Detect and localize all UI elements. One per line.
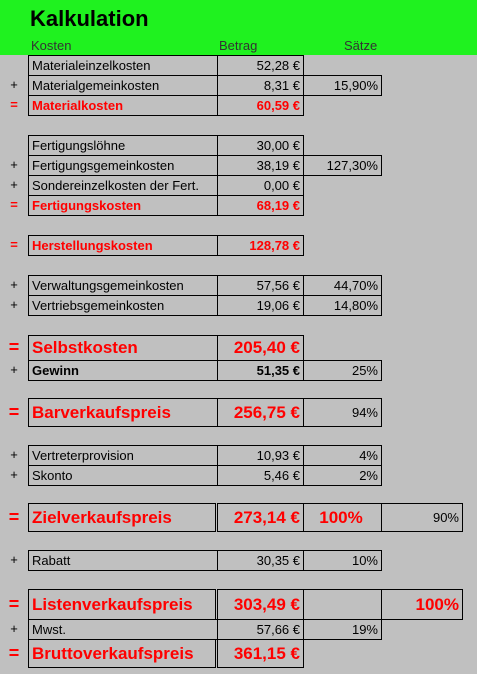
- row-label: Materialgemeinkosten: [28, 75, 218, 96]
- row-rate: 94%: [303, 398, 382, 427]
- row-label: Zielverkaufspreis: [28, 503, 216, 532]
- row-label: Fertigungsgemeinkosten: [28, 155, 218, 176]
- row-rate: 25%: [303, 360, 382, 381]
- row-rate: 15,90%: [303, 75, 382, 96]
- row-amount: 361,15 €: [217, 639, 304, 668]
- row-amount: 51,35 €: [217, 360, 304, 381]
- row-amount: 5,46 €: [217, 465, 304, 486]
- header-band: [0, 0, 477, 55]
- row-amount: 30,35 €: [217, 550, 304, 571]
- row-amount: 68,19 €: [217, 195, 304, 216]
- row-amount: 256,75 €: [217, 398, 304, 427]
- row-label: Mwst.: [28, 619, 218, 640]
- row-label: Bruttoverkaufspreis: [28, 639, 216, 668]
- row-label: Sondereinzelkosten der Fert.: [28, 175, 218, 196]
- column-header-betrag: Betrag: [219, 38, 258, 53]
- row-rate: 4%: [303, 445, 382, 466]
- row-operator: +: [10, 157, 18, 172]
- row-label: Fertigungslöhne: [28, 135, 218, 156]
- row-amount: 52,28 €: [217, 55, 304, 76]
- row-operator: =: [10, 237, 18, 252]
- row-amount: 30,00 €: [217, 135, 304, 156]
- row-label: Materialkosten: [28, 95, 218, 116]
- row-operator: +: [10, 621, 18, 636]
- row-operator: =: [8, 594, 20, 614]
- row-amount: 273,14 €: [217, 503, 304, 532]
- row-operator: =: [8, 643, 20, 663]
- row-label: Herstellungskosten: [28, 235, 218, 256]
- row-label: Fertigungskosten: [28, 195, 218, 216]
- row-operator: +: [10, 77, 18, 92]
- row-rate: 14,80%: [303, 295, 382, 316]
- row-amount: 38,19 €: [217, 155, 304, 176]
- row-amount: 19,06 €: [217, 295, 304, 316]
- row-operator: +: [10, 362, 18, 377]
- column-header-saetze: Sätze: [344, 38, 378, 53]
- row-operator: +: [10, 277, 18, 292]
- row-extra-rate: 90%: [381, 503, 463, 532]
- row-label: Barverkaufspreis: [28, 398, 218, 427]
- row-operator: =: [8, 507, 20, 527]
- row-rate: 2%: [303, 465, 382, 486]
- row-operator: =: [8, 337, 20, 357]
- row-extra-rate: 100%: [381, 589, 463, 620]
- row-rate: 127,30%: [303, 155, 382, 176]
- row-label: Vertreterprovision: [28, 445, 218, 466]
- row-rate: 10%: [303, 550, 382, 571]
- row-operator: =: [8, 402, 20, 422]
- row-amount: 10,93 €: [217, 445, 304, 466]
- row-amount: 205,40 €: [217, 335, 304, 361]
- row-label: Listenverkaufspreis: [28, 589, 216, 620]
- row-rate: 44,70%: [303, 275, 382, 296]
- row-label: Selbstkosten: [28, 335, 218, 361]
- row-amount: 57,66 €: [217, 619, 304, 640]
- row-amount: 0,00 €: [217, 175, 304, 196]
- row-amount: 57,56 €: [217, 275, 304, 296]
- row-label: Verwaltungsgemeinkosten: [28, 275, 218, 296]
- row-label: Materialeinzelkosten: [28, 55, 218, 76]
- row-amount: 128,78 €: [217, 235, 304, 256]
- row-label: Vertriebsgemeinkosten: [28, 295, 218, 316]
- row-operator: +: [10, 467, 18, 482]
- row-operator: +: [10, 297, 18, 312]
- row-rate: [303, 589, 382, 620]
- row-amount: 8,31 €: [217, 75, 304, 96]
- row-rate: 100%: [303, 503, 382, 532]
- sheet-title: Kalkulation: [30, 6, 149, 31]
- row-operator: =: [10, 97, 18, 112]
- row-operator: +: [10, 552, 18, 567]
- column-header-kosten: Kosten: [31, 38, 72, 53]
- row-amount: 60,59 €: [217, 95, 304, 116]
- row-label: Gewinn: [28, 360, 218, 381]
- row-label: Rabatt: [28, 550, 218, 571]
- row-operator: +: [10, 177, 18, 192]
- row-rate: 19%: [303, 619, 382, 640]
- row-label: Skonto: [28, 465, 218, 486]
- row-amount: 303,49 €: [217, 589, 304, 620]
- row-operator: +: [10, 447, 18, 462]
- row-operator: =: [10, 197, 18, 212]
